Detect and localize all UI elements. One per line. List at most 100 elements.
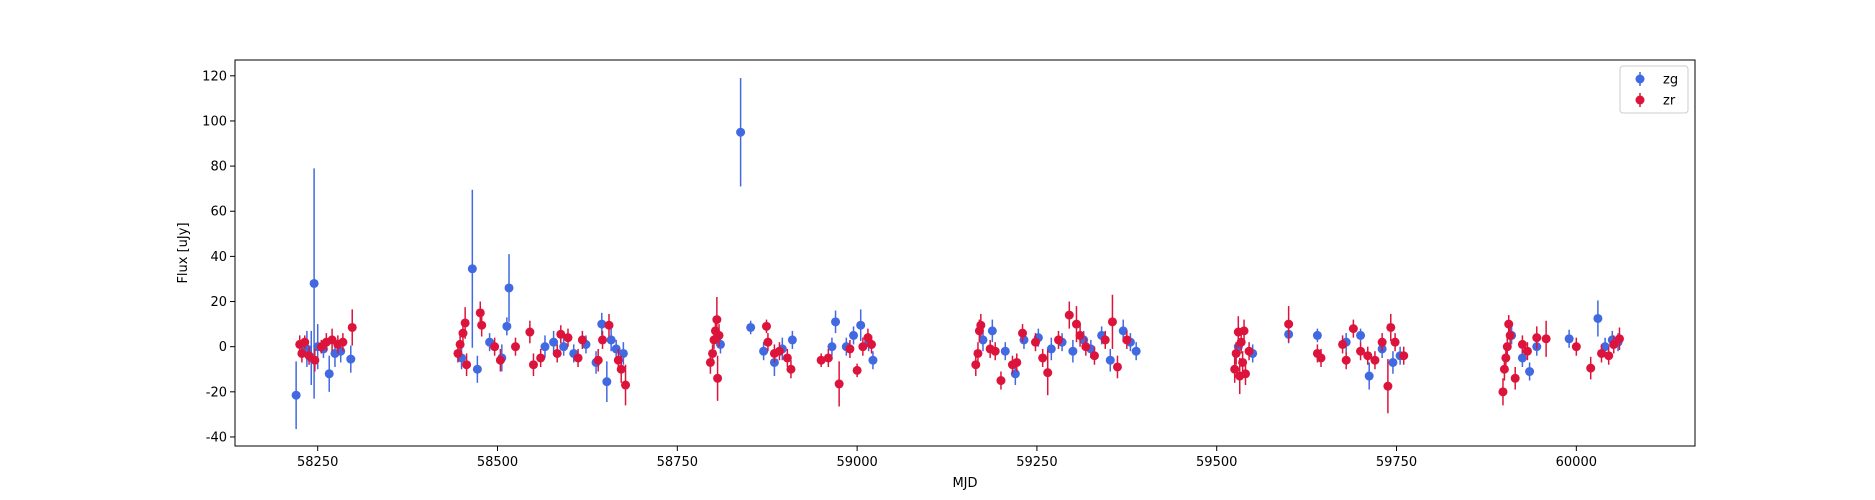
data-point [1517,339,1527,349]
data-point [467,264,477,274]
data-point [1564,334,1574,344]
data-point [1609,339,1619,349]
data-point [1390,337,1400,347]
data-point [1030,337,1040,347]
data-point [472,364,482,374]
data-point [1501,353,1511,363]
data-point [618,348,628,358]
legend: zg zr [1619,65,1689,114]
data-point [1399,351,1409,361]
data-point [460,318,470,328]
data-point [577,335,587,345]
data-point [1100,335,1110,345]
data-point [990,346,1000,356]
data-point [1338,339,1348,349]
data-point [1071,319,1081,329]
data-point [1522,346,1532,356]
data-point [1604,351,1614,361]
x-tick-label: 58250 [297,455,338,470]
data-point [863,333,873,343]
data-point [761,321,771,331]
plot-frame [234,59,1696,447]
data-point [597,319,607,329]
data-point [858,342,868,352]
data-point [510,342,520,352]
data-point [536,353,546,363]
y-tick-label: 0 [219,340,227,355]
data-point [823,353,833,363]
data-point [978,335,988,345]
data-point [1244,346,1254,356]
y-tick-label: 80 [210,160,227,175]
data-point [1230,364,1240,374]
data-point [338,337,348,347]
data-point [1112,362,1122,372]
data-point [1541,334,1551,344]
series-zr [295,294,1624,414]
data-point [1046,344,1056,354]
data-point [495,355,505,365]
data-point [1081,342,1091,352]
x-tick-label: 59000 [836,455,877,470]
data-point [563,333,573,343]
y-axis-label: Flux [uJy] [176,222,191,283]
data-point [621,380,631,390]
data-point [1364,371,1374,381]
x-tick-label: 60000 [1556,455,1597,470]
data-point [540,342,550,352]
y-tick-label: 20 [210,295,227,310]
data-point [602,377,612,387]
data-point [1131,346,1141,356]
data-point [713,373,723,383]
data-point [606,335,616,345]
data-point [1038,353,1048,363]
data-point [502,321,512,331]
data-point [458,328,468,338]
data-point [996,376,1006,386]
data-point [453,348,463,358]
data-point [834,379,844,389]
data-point [593,355,603,365]
data-point [1571,342,1581,352]
data-point [1586,363,1596,373]
data-point [845,344,855,354]
data-point [475,308,485,318]
y-tick-label: 100 [202,114,227,129]
y-tick-label: 40 [210,250,227,265]
data-point [971,360,981,370]
data-point [712,315,722,325]
data-point [867,339,877,349]
data-point [604,320,614,330]
legend-label-zr: zr [1663,94,1676,109]
data-point [1118,326,1128,336]
data-point [868,355,878,365]
data-point [1018,328,1028,338]
legend-dot-zr [1635,95,1645,105]
x-tick-label: 59500 [1196,455,1237,470]
data-point [1231,348,1241,358]
data-point [549,337,559,347]
data-point [849,330,859,340]
legend-dot-zg [1635,74,1645,84]
x-axis: 58250 58500 58750 59000 59250 59500 59750 60000 [297,446,1597,470]
data-point [1064,310,1074,320]
x-tick-label: 58500 [477,455,518,470]
data-point [556,329,566,339]
data-point [1370,355,1380,365]
data-point [309,278,319,288]
data-point [1105,355,1115,365]
data-point [774,346,784,356]
data-point [1348,324,1358,334]
data-point [1356,346,1366,356]
data-point [763,337,773,347]
data-point [787,335,797,345]
data-point [1012,357,1022,367]
data-point [1107,317,1117,327]
data-point [1239,326,1249,336]
y-tick-label: 120 [202,69,227,84]
data-point [300,337,310,347]
data-point [1498,387,1508,397]
data-point [759,346,769,356]
data-point [705,357,715,367]
data-point [831,317,841,327]
